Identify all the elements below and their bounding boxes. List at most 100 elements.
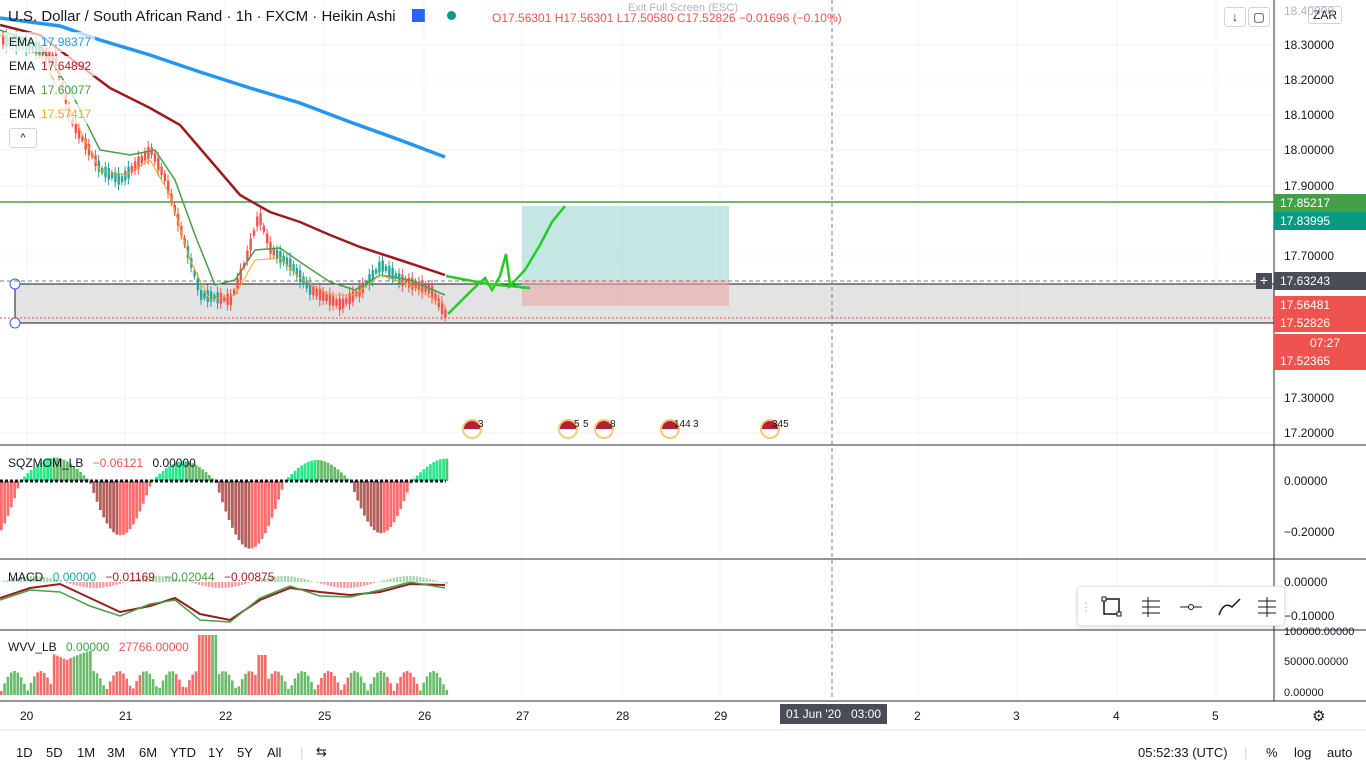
- auto-toggle[interactable]: auto: [1327, 745, 1353, 760]
- range-5y[interactable]: 5Y: [237, 745, 253, 760]
- fib-tool-icon[interactable]: [1136, 593, 1166, 621]
- economic-event[interactable]: 144: [660, 419, 691, 439]
- sqz-bar: [6, 481, 10, 516]
- range-3m[interactable]: 3M: [107, 745, 126, 760]
- us-flag-icon[interactable]: [558, 419, 578, 439]
- sqz-bar: [128, 481, 132, 530]
- volume-bar: [92, 671, 95, 695]
- macd-legend[interactable]: MACD 0.00000 −0.01169 −0.02044 −0.00875: [8, 570, 275, 584]
- economic-event[interactable]: 8: [594, 419, 616, 439]
- flag-icon[interactable]: [411, 9, 425, 22]
- range-6m[interactable]: 6M: [139, 745, 158, 760]
- log-toggle[interactable]: log: [1294, 745, 1312, 760]
- range-1y[interactable]: 1Y: [208, 745, 224, 760]
- macd-hist-bar: [363, 582, 366, 586]
- range-1d[interactable]: 1D: [16, 745, 33, 760]
- volume-bar: [102, 685, 105, 695]
- sqz-bar: [72, 466, 76, 481]
- sqzmom-legend[interactable]: SQZMOM_LB −0.06121 0.00000: [8, 456, 196, 470]
- brush-projection-2[interactable]: [445, 274, 531, 290]
- square-icon[interactable]: ▢: [1248, 7, 1270, 27]
- sqz-bar: [79, 471, 82, 481]
- range-1m[interactable]: 1M: [77, 745, 96, 760]
- economic-event[interactable]: 3: [462, 419, 484, 439]
- rectangle-handle-bottom[interactable]: [9, 317, 21, 329]
- macd-hist-bar: [33, 576, 36, 582]
- currency-label[interactable]: ZAR: [1308, 6, 1342, 24]
- macd-hist-bar: [181, 579, 184, 582]
- volume-bar: [363, 682, 366, 695]
- macd-hist-bar: [128, 581, 131, 582]
- range-5d[interactable]: 5D: [46, 745, 63, 760]
- long-position-loss-zone[interactable]: [522, 280, 729, 306]
- brush-projection-1[interactable]: [447, 253, 526, 315]
- candle-body: [134, 161, 137, 171]
- volume-bar: [257, 655, 260, 695]
- volume-bar: [369, 683, 373, 695]
- macd-hist-bar: [270, 577, 273, 582]
- macd-hist-bar: [39, 576, 42, 582]
- candle-body: [196, 278, 200, 291]
- brush-projection-3[interactable]: [507, 205, 566, 289]
- ema-legend-3[interactable]: EMA 17.60077: [5, 80, 96, 100]
- floating-drawing-toolbar[interactable]: ⋮: [1077, 586, 1285, 626]
- utc-clock[interactable]: 05:52:33 (UTC): [1138, 745, 1228, 760]
- wvv-legend[interactable]: WVV_LB 0.00000 27766.00000: [8, 640, 189, 654]
- collapse-legend-button[interactable]: ^: [9, 128, 37, 148]
- exit-fullscreen-hint[interactable]: Exit Full Screen (ESC): [628, 2, 739, 14]
- macd-line: [0, 581, 446, 623]
- sqz-bar: [92, 481, 96, 493]
- macd-hist-bar: [237, 582, 240, 586]
- us-flag-icon[interactable]: [594, 419, 614, 439]
- candle-body: [77, 127, 81, 139]
- pitchfork-tool-icon[interactable]: [1252, 593, 1282, 621]
- macd-hist-bar: [201, 582, 204, 586]
- macd-hist-bar: [16, 577, 19, 582]
- macd-signal-line: [0, 582, 446, 622]
- macd-hist-bar: [204, 582, 207, 587]
- volume-bar: [376, 672, 379, 695]
- economic-event-count[interactable]: 3: [693, 419, 699, 430]
- horizontal-ray-icon[interactable]: [1176, 593, 1206, 621]
- sqz-bar: [188, 462, 191, 481]
- volume-bar: [198, 635, 201, 695]
- economic-event-count[interactable]: 5: [583, 419, 589, 430]
- drag-handle-icon[interactable]: ⋮: [1080, 600, 1092, 614]
- candle-body: [440, 302, 444, 315]
- range-ytd[interactable]: YTD: [170, 745, 196, 760]
- volume-bar: [300, 671, 303, 695]
- us-flag-icon[interactable]: [760, 419, 780, 439]
- economic-event[interactable]: 345: [760, 419, 789, 439]
- range-all[interactable]: All: [267, 745, 282, 760]
- percent-toggle[interactable]: %: [1266, 745, 1278, 760]
- date-range-icon[interactable]: ⇆: [316, 744, 327, 759]
- volume-bar: [297, 673, 300, 695]
- gear-icon[interactable]: ⚙: [1312, 708, 1326, 725]
- add-alert-plus-icon[interactable]: +: [1256, 273, 1272, 289]
- download-button[interactable]: ↓: [1224, 7, 1246, 27]
- volume-bar: [310, 681, 313, 695]
- rectangle-tool-icon[interactable]: [1096, 593, 1126, 621]
- long-position-profit-zone[interactable]: [522, 206, 729, 280]
- time-tick: 25: [318, 709, 332, 723]
- volume-bar: [0, 691, 3, 695]
- candle-body: [84, 138, 87, 150]
- volume-bar: [330, 672, 333, 695]
- ema-legend-2[interactable]: EMA 17.64892: [5, 56, 96, 76]
- macd-hist-bar: [138, 578, 141, 582]
- time-tick: 4: [1113, 709, 1120, 723]
- brush-tool-icon[interactable]: [1214, 593, 1244, 621]
- arrow-down-icon[interactable]: ↓: [1224, 7, 1246, 27]
- us-flag-icon[interactable]: [462, 419, 482, 439]
- ema-legend-1[interactable]: EMA 17.98377: [5, 32, 96, 52]
- sqz-bar: [425, 466, 429, 481]
- candle-body: [2, 36, 5, 45]
- candle-body: [200, 290, 203, 300]
- candle-body: [351, 291, 355, 302]
- us-flag-icon[interactable]: [660, 419, 680, 439]
- ema-legend-4[interactable]: EMA 17.57417: [5, 104, 96, 124]
- refresh-button[interactable]: ▢: [1248, 7, 1270, 27]
- candle-body: [289, 258, 292, 271]
- economic-event[interactable]: 5: [558, 419, 580, 439]
